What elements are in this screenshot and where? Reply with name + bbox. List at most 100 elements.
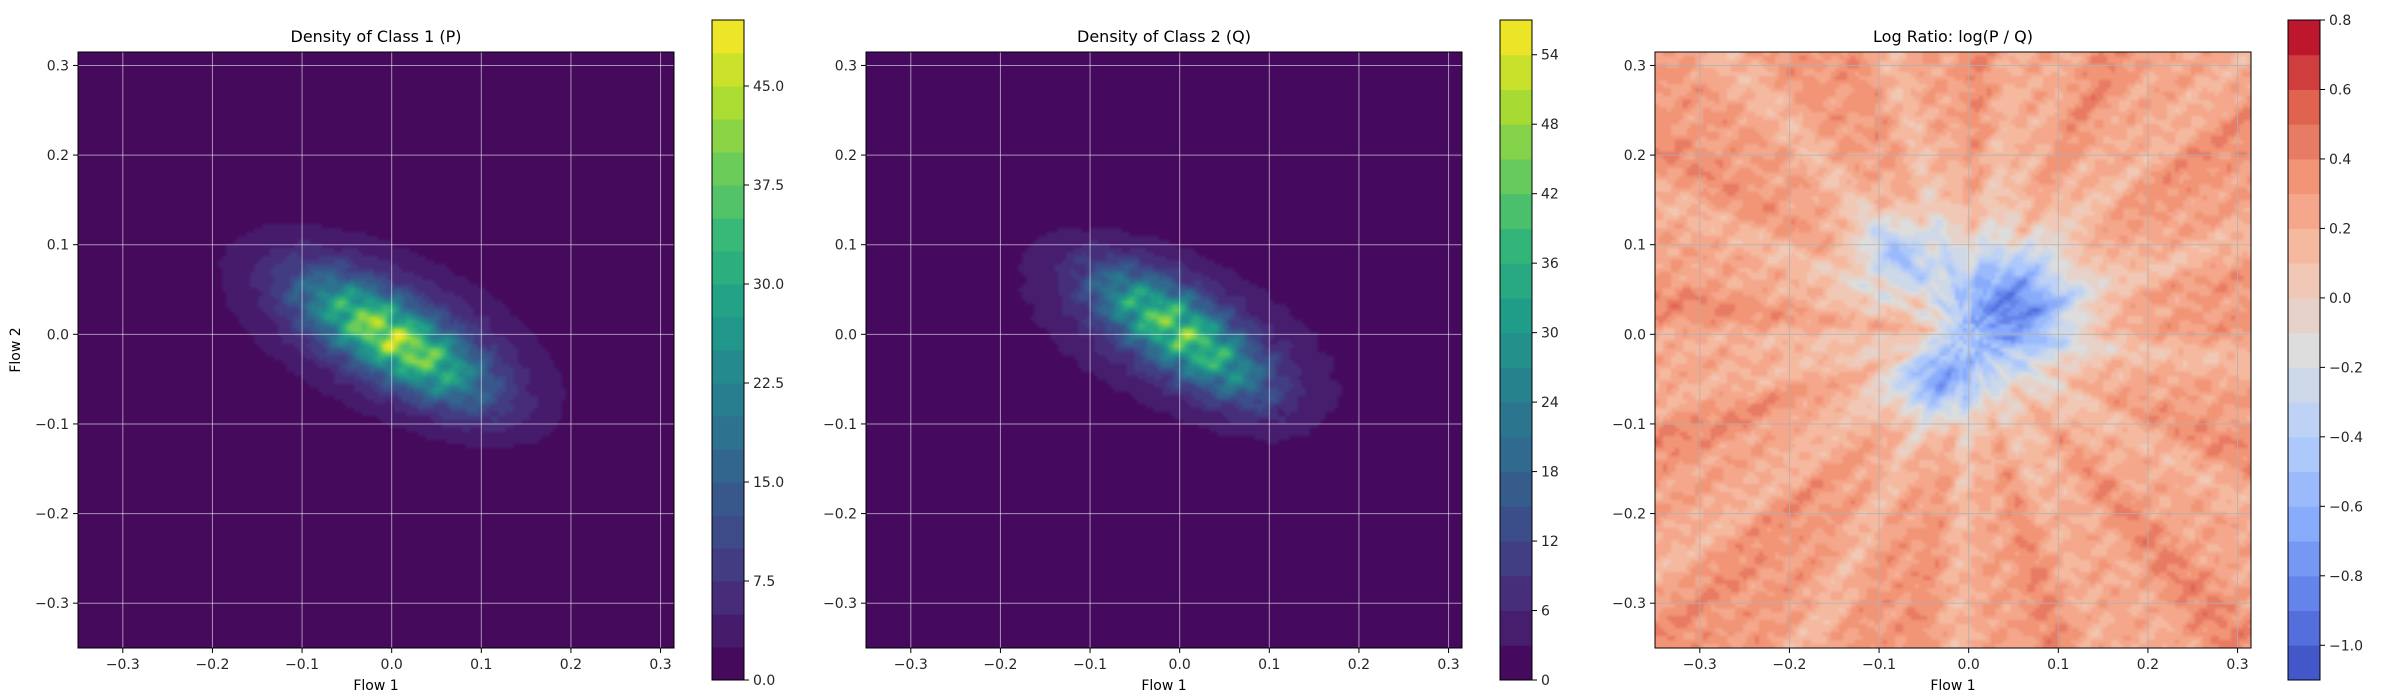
y-tick-label: 0.0 (1624, 327, 1646, 343)
colorbar-tick-label: −1.0 (2329, 638, 2363, 654)
y-tick-label: −0.1 (35, 417, 69, 433)
colorbar-tick-label: 37.5 (753, 178, 784, 194)
x-tick-label: −0.3 (106, 657, 140, 673)
colorbar-level (2288, 332, 2320, 368)
colorbar-level (1500, 263, 1532, 299)
colorbar-tick-label: 45.0 (753, 79, 784, 95)
colorbar-level (1500, 471, 1532, 507)
colorbar-level (2288, 541, 2320, 577)
x-tick-label: −0.1 (1073, 657, 1107, 673)
y-tick-label: −0.2 (35, 507, 69, 523)
y-tick-label: 0.1 (1624, 238, 1646, 254)
colorbar-level (2288, 89, 2320, 125)
colorbar-level (2288, 228, 2320, 264)
colorbar-tick-label: 22.5 (753, 376, 784, 392)
y-tick-label: 0.2 (47, 148, 69, 164)
colorbar-level (2288, 575, 2320, 612)
colorbar-level (712, 86, 744, 120)
colorbar-level (1500, 20, 1532, 56)
colorbar-level (1500, 228, 1532, 264)
colorbar-tick-label: 12 (1541, 534, 1559, 550)
colorbar-tick-label: 30 (1541, 326, 1559, 342)
heatmap-image (866, 52, 1462, 648)
y-tick-label: −0.1 (823, 417, 857, 433)
colorbar-tick-label: 0.2 (2329, 221, 2351, 237)
x-tick-label: 0.3 (649, 657, 671, 673)
x-tick-label: 0.3 (1437, 657, 1459, 673)
colorbar-level (2288, 367, 2320, 403)
panel-1: −0.3 −0.2 −0.1 0.0 0.1 0.2 0.3−0.3−0.2−0.10.00… (8, 19, 784, 694)
colorbar-level (2288, 54, 2320, 90)
x-tick-label: 0.2 (2137, 657, 2159, 673)
y-tick-label: −0.2 (823, 507, 857, 523)
colorbar-tick-label: 54 (1541, 48, 1559, 64)
colorbar-level (2288, 645, 2320, 681)
x-tick-label: 0.1 (470, 657, 492, 673)
x-axis-label: Flow 1 (1141, 678, 1186, 694)
colorbar-level (1500, 193, 1532, 229)
colorbar-level (712, 383, 744, 417)
colorbar-level (1500, 645, 1532, 681)
colorbar-level (1500, 402, 1532, 438)
axes-frame (1654, 51, 2252, 649)
x-tick-label: 0.0 (1958, 657, 1980, 673)
x-tick-label: −0.3 (894, 657, 928, 673)
y-tick-label: 0.3 (47, 58, 69, 74)
colorbar-level (1500, 124, 1532, 160)
y-axis-label: Flow 2 (8, 327, 24, 372)
colorbar-level (712, 482, 744, 516)
colorbar-level (712, 119, 744, 153)
colorbar-level (712, 185, 744, 219)
colorbar-tick-label: 0.0 (2329, 291, 2351, 307)
colorbar-level (1500, 54, 1532, 90)
colorbar-level (712, 20, 744, 54)
y-tick-label: −0.1 (1612, 417, 1646, 433)
colorbar-level (712, 251, 744, 285)
colorbar-level (2288, 193, 2320, 229)
colorbar-tick-label: −0.2 (2329, 360, 2363, 376)
colorbar-level (712, 152, 744, 186)
colorbar-level (712, 284, 744, 318)
colorbar-tick-label: 42 (1541, 187, 1559, 203)
x-axis-label: Flow 1 (1930, 678, 1975, 694)
colorbar: 0 6 12 18 24 30 36 42 48 54 (1499, 19, 1559, 689)
colorbar-level (2288, 20, 2320, 56)
colorbar-level (1500, 436, 1532, 473)
x-tick-label: −0.1 (1862, 657, 1896, 673)
colorbar-level (2288, 297, 2320, 334)
y-tick-label: 0.2 (1624, 148, 1646, 164)
y-tick-label: −0.3 (1612, 596, 1646, 612)
y-tick-label: 0.1 (47, 238, 69, 254)
colorbar-level (2288, 158, 2320, 195)
colorbar-tick-label: 7.5 (753, 574, 775, 590)
colorbar-frame (711, 19, 745, 681)
x-tick-label: 0.0 (381, 657, 403, 673)
colorbar-tick-label: 48 (1541, 117, 1559, 133)
x-tick-label: −0.3 (1683, 657, 1717, 673)
x-tick-label: 0.2 (560, 657, 582, 673)
colorbar-tick-label: 18 (1541, 465, 1559, 481)
x-tick-label: −0.1 (285, 657, 319, 673)
y-tick-label: 0.3 (1624, 58, 1646, 74)
colorbar-level (1500, 506, 1532, 542)
colorbar-level (1500, 89, 1532, 125)
y-tick-label: 0.0 (47, 327, 69, 343)
colorbar-tick-label: 30.0 (753, 277, 784, 293)
y-tick-label: −0.3 (35, 596, 69, 612)
colorbar: 0.0 7.5 15.0 22.5 30.0 37.5 45.0 (711, 19, 784, 689)
y-tick-label: 0.0 (835, 327, 857, 343)
x-tick-label: −0.2 (1772, 657, 1806, 673)
colorbar-level (1500, 367, 1532, 403)
y-tick-label: −0.2 (1612, 507, 1646, 523)
colorbar-level (1500, 541, 1532, 577)
colorbar-level (712, 548, 744, 582)
colorbar-level (712, 647, 744, 681)
x-tick-label: 0.0 (1169, 657, 1191, 673)
heatmap-image (1655, 52, 2251, 648)
colorbar-level (712, 581, 744, 615)
x-axis-label: Flow 1 (353, 678, 398, 694)
y-tick-label: −0.3 (823, 596, 857, 612)
colorbar-tick-label: −0.6 (2329, 499, 2363, 515)
heatmap-image (78, 52, 674, 648)
